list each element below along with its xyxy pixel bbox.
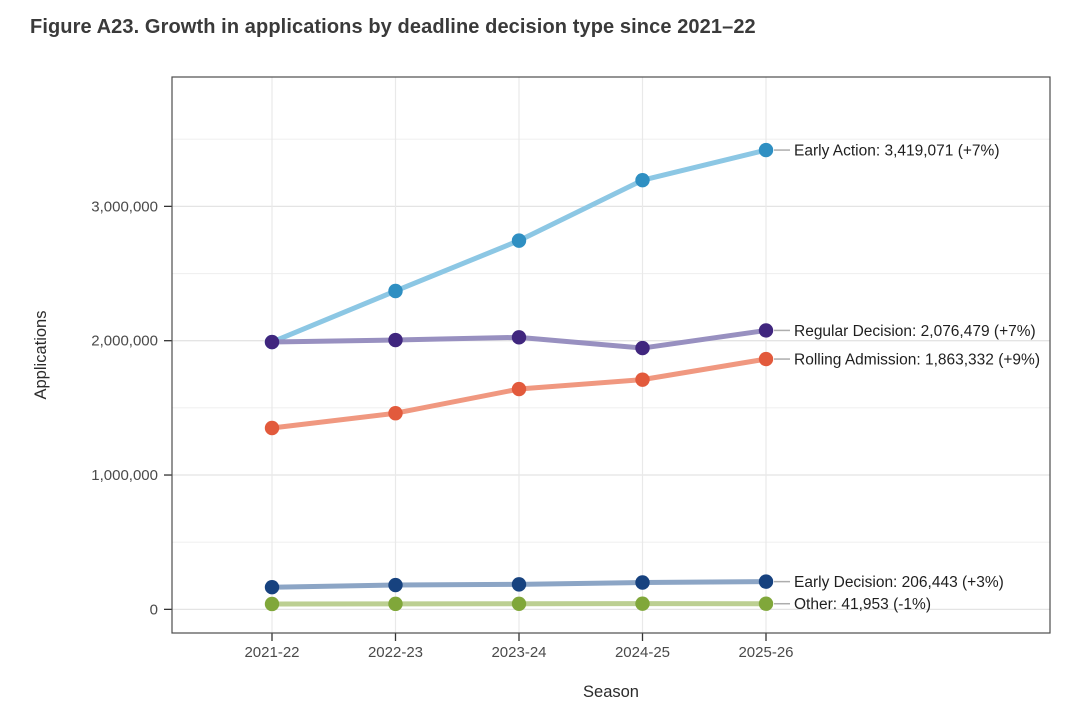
data-point-early-decision-2025-26 xyxy=(758,574,774,589)
figure-title: Figure A23. Growth in applications by de… xyxy=(30,16,756,38)
x-tick-label: 2023-24 xyxy=(491,644,546,661)
data-point-rolling-admission-2023-24 xyxy=(511,381,527,397)
annotation-label-rolling-admission: Rolling Admission: 1,863,332 (+9%) xyxy=(794,352,1040,369)
data-point-other-2025-26 xyxy=(758,596,774,611)
data-point-early-action-2025-26 xyxy=(758,142,774,158)
data-point-other-2024-25 xyxy=(635,596,650,611)
annotation-label-other: Other: 41,953 (-1%) xyxy=(794,596,931,613)
data-point-rolling-admission-2024-25 xyxy=(635,372,650,387)
x-tick-label: 2022-23 xyxy=(368,644,423,661)
annotation-label-regular-decision: Regular Decision: 2,076,479 (+7%) xyxy=(794,323,1036,340)
data-point-regular-decision-2023-24 xyxy=(511,330,527,345)
plot-panel xyxy=(172,77,1050,633)
data-point-early-action-2022-23 xyxy=(388,283,403,299)
x-axis-title: Season xyxy=(583,683,639,701)
data-point-early-decision-2024-25 xyxy=(635,575,650,590)
panel-border xyxy=(171,76,1051,634)
data-point-early-decision-2021-22 xyxy=(264,579,280,595)
annotation-label-early-action: Early Action: 3,419,071 (+7%) xyxy=(794,143,1000,160)
data-point-early-action-2024-25 xyxy=(635,172,650,188)
x-tick-label: 2025-26 xyxy=(738,644,793,661)
annotation-label-early-decision: Early Decision: 206,443 (+3%) xyxy=(794,574,1004,591)
data-point-rolling-admission-2021-22 xyxy=(264,420,280,436)
data-point-regular-decision-2021-22 xyxy=(264,334,280,350)
data-point-regular-decision-2022-23 xyxy=(388,332,403,348)
data-point-rolling-admission-2022-23 xyxy=(388,406,403,421)
data-point-early-decision-2022-23 xyxy=(388,577,403,593)
data-point-early-action-2023-24 xyxy=(511,233,527,248)
data-point-regular-decision-2025-26 xyxy=(758,323,774,338)
data-point-rolling-admission-2025-26 xyxy=(758,351,774,367)
y-tick-label: 0 xyxy=(150,601,158,618)
y-axis-title: Applications xyxy=(32,311,50,400)
y-tick-label: 2,000,000 xyxy=(91,333,158,350)
data-point-other-2023-24 xyxy=(511,596,527,611)
data-point-regular-decision-2024-25 xyxy=(635,340,650,356)
y-tick-label: 3,000,000 xyxy=(91,198,158,215)
y-tick-label: 1,000,000 xyxy=(91,467,158,484)
data-point-other-2021-22 xyxy=(264,596,280,612)
x-tick-label: 2024-25 xyxy=(615,644,670,661)
data-point-early-decision-2023-24 xyxy=(511,577,527,592)
data-point-other-2022-23 xyxy=(388,596,403,612)
x-tick-label: 2021-22 xyxy=(244,644,299,661)
